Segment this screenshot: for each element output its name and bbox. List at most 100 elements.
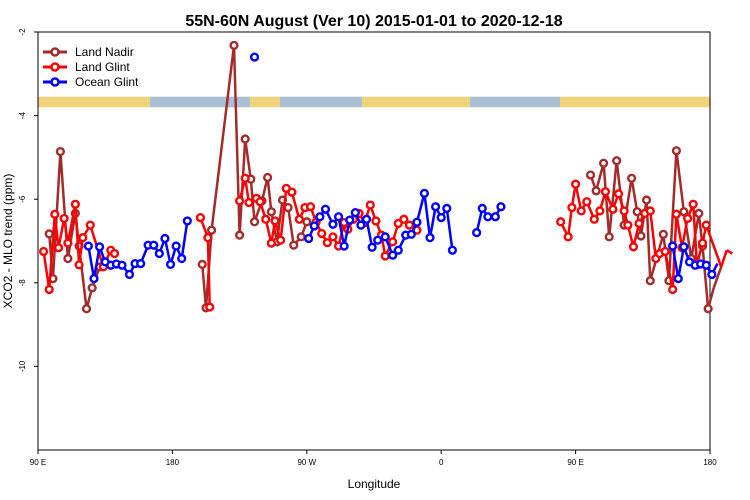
data-point	[109, 248, 120, 259]
series-line-segment	[87, 245, 96, 279]
data-point	[671, 146, 682, 156]
data-point	[240, 134, 250, 144]
data-point	[304, 233, 314, 244]
data-point	[660, 246, 670, 257]
data-point	[320, 204, 331, 214]
series-line-segment	[445, 208, 454, 251]
x-axis-ticks: 90 E 180 90 W 0 90 E 180	[30, 450, 717, 467]
series-line-segment	[92, 246, 101, 279]
y-tick-label: -8	[18, 279, 27, 287]
series-line-segment	[365, 219, 374, 248]
data-point	[203, 233, 213, 243]
data-point	[582, 197, 592, 207]
data-point	[612, 156, 622, 166]
data-point	[63, 253, 73, 264]
data-point	[149, 240, 159, 250]
data-point	[305, 202, 316, 212]
series-line-segment	[279, 188, 288, 241]
data-point	[74, 260, 84, 270]
data-point	[50, 209, 60, 219]
data-point	[83, 241, 94, 251]
data-point	[171, 241, 181, 251]
y-axis-label: XCO2 - MLO trend (ppm)	[1, 174, 15, 309]
data-point	[205, 302, 215, 312]
data-point	[393, 245, 403, 255]
series-ocean-glint	[83, 52, 719, 284]
data-point	[160, 233, 170, 244]
data-point	[701, 220, 711, 230]
series-line-segment	[630, 178, 639, 212]
data-point	[373, 235, 383, 245]
data-point	[165, 259, 176, 270]
series-line-segment	[337, 216, 346, 247]
legend-marker-ocean-glint	[50, 77, 60, 87]
data-point	[632, 207, 642, 217]
data-point	[431, 202, 441, 212]
data-point	[668, 241, 678, 251]
data-point	[124, 269, 135, 280]
data-point	[380, 232, 390, 242]
series-line-segment	[57, 218, 66, 248]
series-line-segment	[423, 193, 432, 238]
series-line-segment	[42, 251, 51, 290]
data-point	[154, 248, 164, 259]
data-point	[345, 215, 355, 225]
data-point	[94, 242, 105, 252]
data-point	[296, 232, 306, 242]
data-point	[136, 258, 146, 269]
series-line-segment	[649, 210, 658, 259]
data-point	[388, 237, 398, 247]
data-point	[207, 225, 217, 235]
data-point	[682, 213, 693, 224]
data-point	[339, 241, 349, 251]
data-point	[59, 213, 69, 224]
land-ocean-mask-band	[38, 96, 710, 108]
x-tick-label: 90 E	[30, 458, 46, 467]
series-line-segment	[180, 220, 189, 259]
data-point	[235, 230, 245, 240]
series-line-segment	[53, 214, 60, 248]
data-point	[85, 220, 95, 230]
data-point	[412, 217, 422, 227]
data-point	[240, 173, 250, 183]
y-tick-label: -10	[18, 360, 27, 372]
data-point	[249, 217, 260, 227]
y-axis-ticks: -2 -4 -6 -8 -10	[18, 28, 38, 372]
data-point	[591, 186, 601, 196]
data-point	[229, 40, 239, 50]
data-point	[393, 218, 403, 229]
x-axis-label: Longitude	[348, 477, 401, 491]
series-line-segment	[66, 203, 77, 244]
data-point	[365, 200, 375, 210]
series-line-segment	[290, 191, 301, 220]
data-point	[600, 187, 611, 197]
data-point	[315, 212, 325, 222]
x-tick-label: 0	[439, 458, 444, 467]
series-line-segment	[415, 193, 426, 223]
y-tick-label: -2	[18, 28, 27, 36]
series-layer	[38, 40, 734, 314]
data-point	[626, 173, 637, 183]
data-point	[270, 216, 280, 226]
data-point	[668, 284, 678, 295]
series-line-segment	[607, 160, 618, 237]
ocean-band-segment	[280, 96, 362, 108]
data-point	[613, 189, 624, 199]
chart-title: 55N-60N August (Ver 10) 2015-01-01 to 20…	[185, 13, 562, 30]
series-line-segment	[428, 206, 437, 238]
data-point	[89, 274, 99, 284]
data-point	[78, 233, 88, 243]
data-point	[55, 146, 66, 157]
data-point	[585, 170, 596, 180]
legend-marker-land-glint	[50, 62, 60, 72]
data-point	[425, 233, 435, 243]
legend: Land Nadir Land Glint Ocean Glint	[43, 45, 139, 89]
data-point	[350, 207, 360, 218]
data-point	[44, 229, 54, 239]
data-point	[490, 212, 500, 222]
ocean-band-segment	[470, 96, 560, 108]
data-point	[87, 283, 97, 293]
data-point	[266, 238, 276, 248]
y-tick-label: -4	[18, 111, 27, 119]
legend-label-land-nadir: Land Nadir	[75, 45, 134, 59]
